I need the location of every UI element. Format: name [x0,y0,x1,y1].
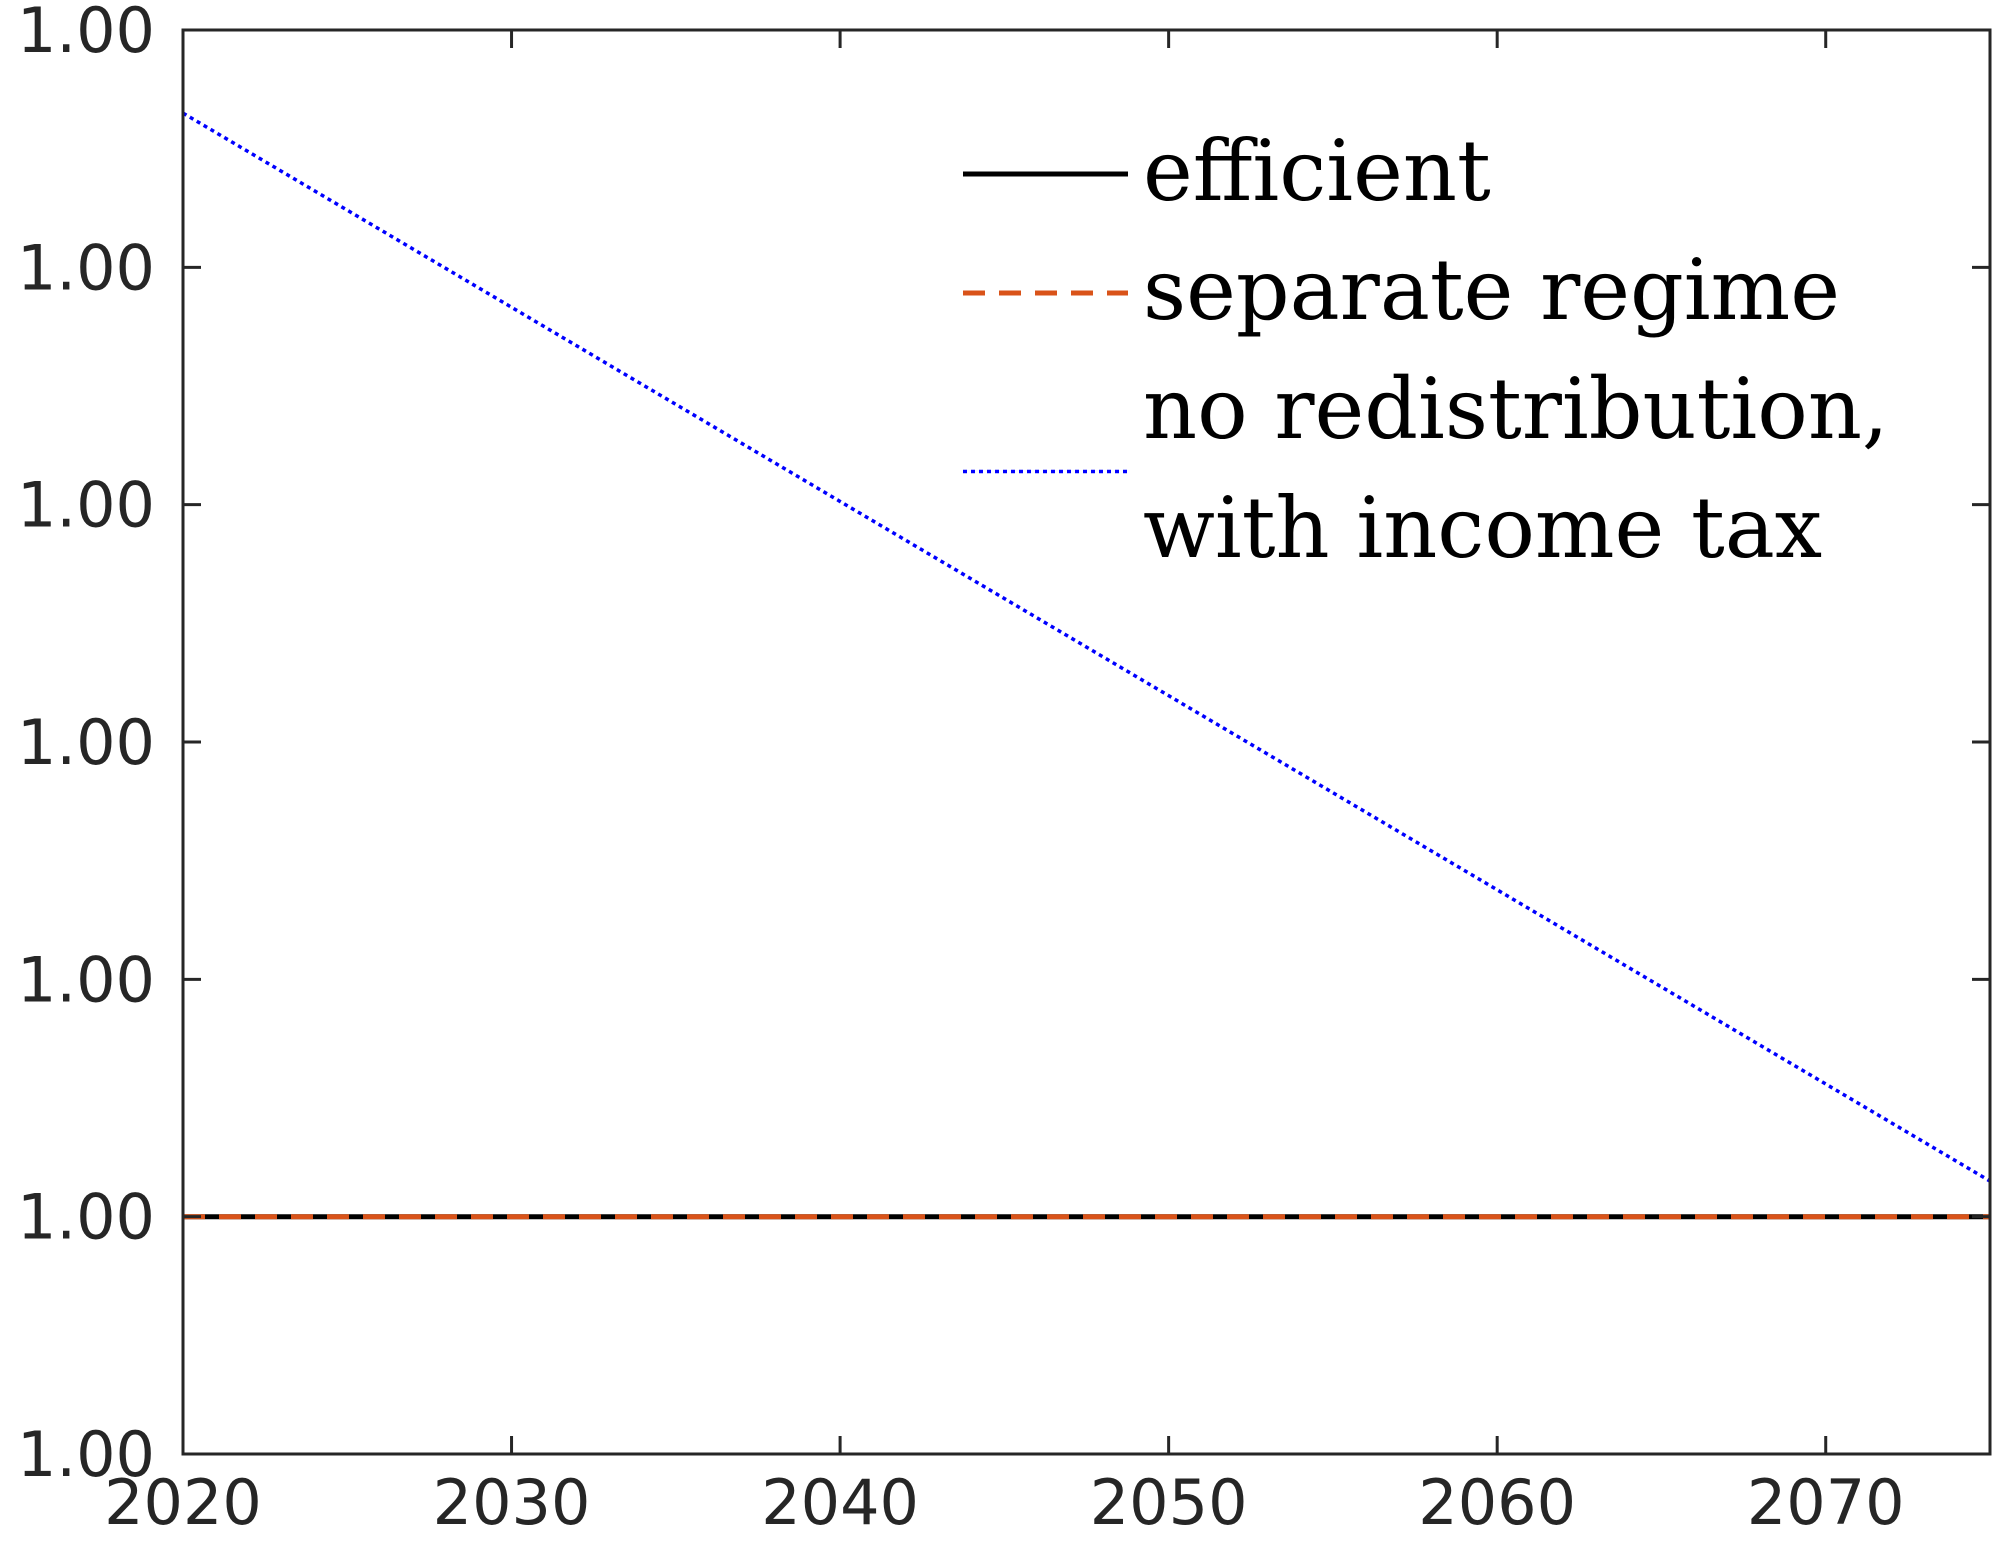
legend-label-line: separate regime [1143,241,1840,339]
legend-label-line: efficient [1143,122,1491,220]
legend: efficient separate regime no redistributio… [963,122,1889,577]
y-tick-label: 1.00 [17,1181,155,1254]
series-line-3 [183,111,1990,1183]
y-tick-label: 1.00 [17,1418,155,1491]
series-layer [183,111,1990,1220]
x-tick-label: 2050 [1090,1466,1248,1539]
x-tick-label: 2040 [761,1466,919,1539]
y-tick-label: 1.00 [17,706,155,779]
legend-label-line: with income tax [1143,479,1822,577]
x-tick-label: 2060 [1418,1466,1576,1539]
y-tick-label: 1.00 [17,469,155,542]
y-tick-label: 1.00 [17,943,155,1016]
x-tick-label: 2020 [104,1466,262,1539]
legend-label-3: no redistribution, with income tax [1143,360,1889,577]
legend-label-line: no redistribution, [1143,360,1889,458]
ticks-layer: 2020 2030 2040 2050 2060 2070 1.00 1.00 1.00 1.00… [17,0,1990,1539]
y-tick-label: 1.00 [17,231,155,304]
y-tick-label: 1.00 [17,0,155,67]
x-tick-label: 2070 [1747,1466,1905,1539]
x-tick-label: 2030 [433,1466,591,1539]
legend-label-2: separate regime [1143,241,1840,339]
legend-label-1: efficient [1143,122,1491,220]
